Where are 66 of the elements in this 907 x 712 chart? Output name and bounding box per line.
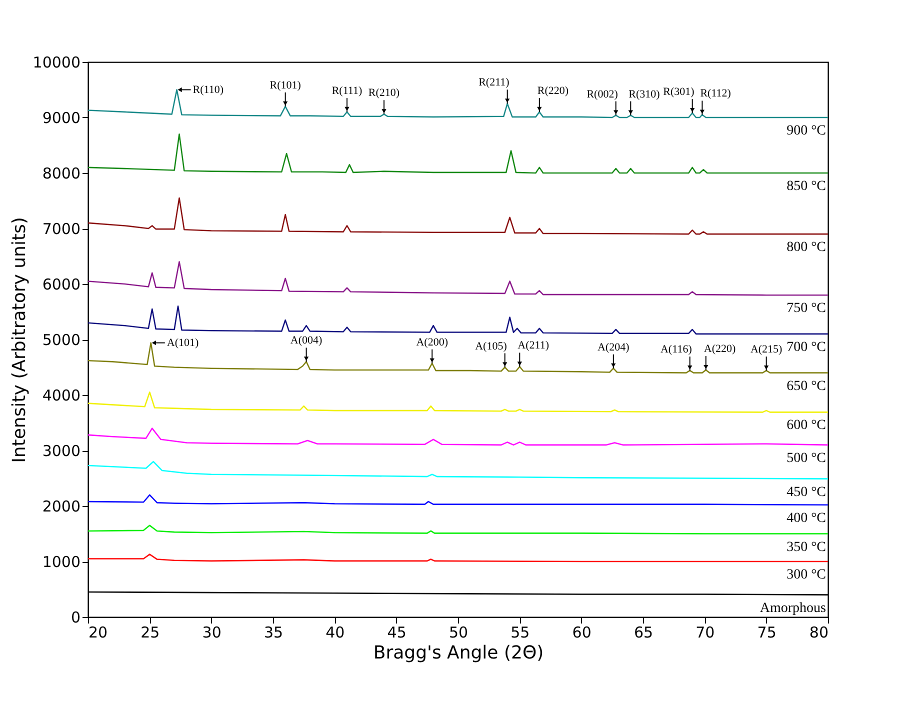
x-tick-label: 20 [88, 624, 108, 642]
y-tick-label: 7000 [42, 220, 80, 238]
x-tick-label: 65 [634, 624, 654, 642]
line-series [88, 197, 828, 235]
annotation: A(200) [416, 336, 448, 348]
y-tick-label: 9000 [42, 109, 80, 127]
y-tick-label: 8000 [42, 164, 80, 182]
series-label: 850 °C [786, 179, 826, 194]
series-label: 350 °C [786, 540, 826, 555]
annotation: R(220) [537, 84, 569, 97]
line-series [88, 392, 828, 413]
y-tick-label: 0 [70, 608, 80, 626]
series-label: 800 °C [786, 240, 826, 256]
series-label: 300 °C [786, 568, 826, 582]
annotation: A(101) [166, 336, 200, 349]
x-tick-label: 30 [202, 624, 222, 642]
annotation: A(220) [704, 343, 736, 356]
annotation: A(116) [660, 344, 692, 356]
x-tick-label: 50 [448, 624, 468, 642]
x-tick-label: 75 [757, 624, 776, 642]
line-series [88, 134, 828, 174]
series-label: Amorphous [760, 600, 826, 616]
x-tick-label: 35 [264, 624, 284, 642]
annotation: A(004) [290, 334, 323, 347]
x-tick-label: 70 [696, 624, 715, 642]
series-label: 700 °C [786, 340, 826, 355]
annotation: A(105) [475, 340, 508, 352]
series-label: 500 °C [786, 450, 826, 466]
series-label: 400 °C [786, 510, 826, 526]
x-tick-label: 45 [387, 624, 406, 642]
line-series [88, 460, 828, 480]
annotation: A(215) [750, 344, 783, 356]
x-tick-label: 80 [809, 624, 828, 642]
x-tick-label: 60 [572, 624, 592, 642]
series-label: 450 °C [786, 484, 826, 500]
series-label: 650 °C [786, 378, 826, 394]
y-tick-label: 6000 [42, 276, 80, 294]
y-tick-label: 3000 [42, 442, 80, 460]
annotation: R(310) [628, 88, 660, 100]
line-series [88, 554, 828, 562]
x-tick-label: 55 [510, 624, 530, 642]
annotation: R(301) [663, 86, 695, 98]
y-tick-label: 10000 [32, 54, 80, 72]
y-tick-label: 4000 [42, 386, 80, 404]
line-series [88, 524, 828, 534]
line-series [88, 428, 828, 446]
annotation: R(101) [270, 79, 302, 92]
annotation: R(112) [700, 88, 732, 100]
x-tick-label: 40 [326, 624, 345, 642]
y-tick-label: 2000 [42, 498, 80, 516]
line-series [88, 261, 828, 296]
x-axis-title: Bragg's Angle (2Θ) [373, 642, 544, 664]
annotation: R(111) [332, 84, 363, 97]
annotation: A(211) [518, 340, 550, 352]
series-label: 600 °C [786, 418, 826, 434]
series-label: 900 °C [786, 124, 826, 138]
annotation: A(204) [598, 341, 630, 354]
y-tick-label: 1000 [42, 553, 80, 571]
annotation: R(210) [368, 87, 400, 100]
annotation: R(211) [478, 76, 510, 89]
annotation: R(110) [192, 84, 224, 96]
annotation: R(002) [586, 88, 618, 100]
series-label: 750 °C [786, 301, 826, 316]
y-axis-title: Intensity (Arbitratory units) [8, 217, 30, 463]
y-tick-label: 5000 [42, 331, 80, 349]
x-tick-label: 25 [140, 624, 160, 642]
